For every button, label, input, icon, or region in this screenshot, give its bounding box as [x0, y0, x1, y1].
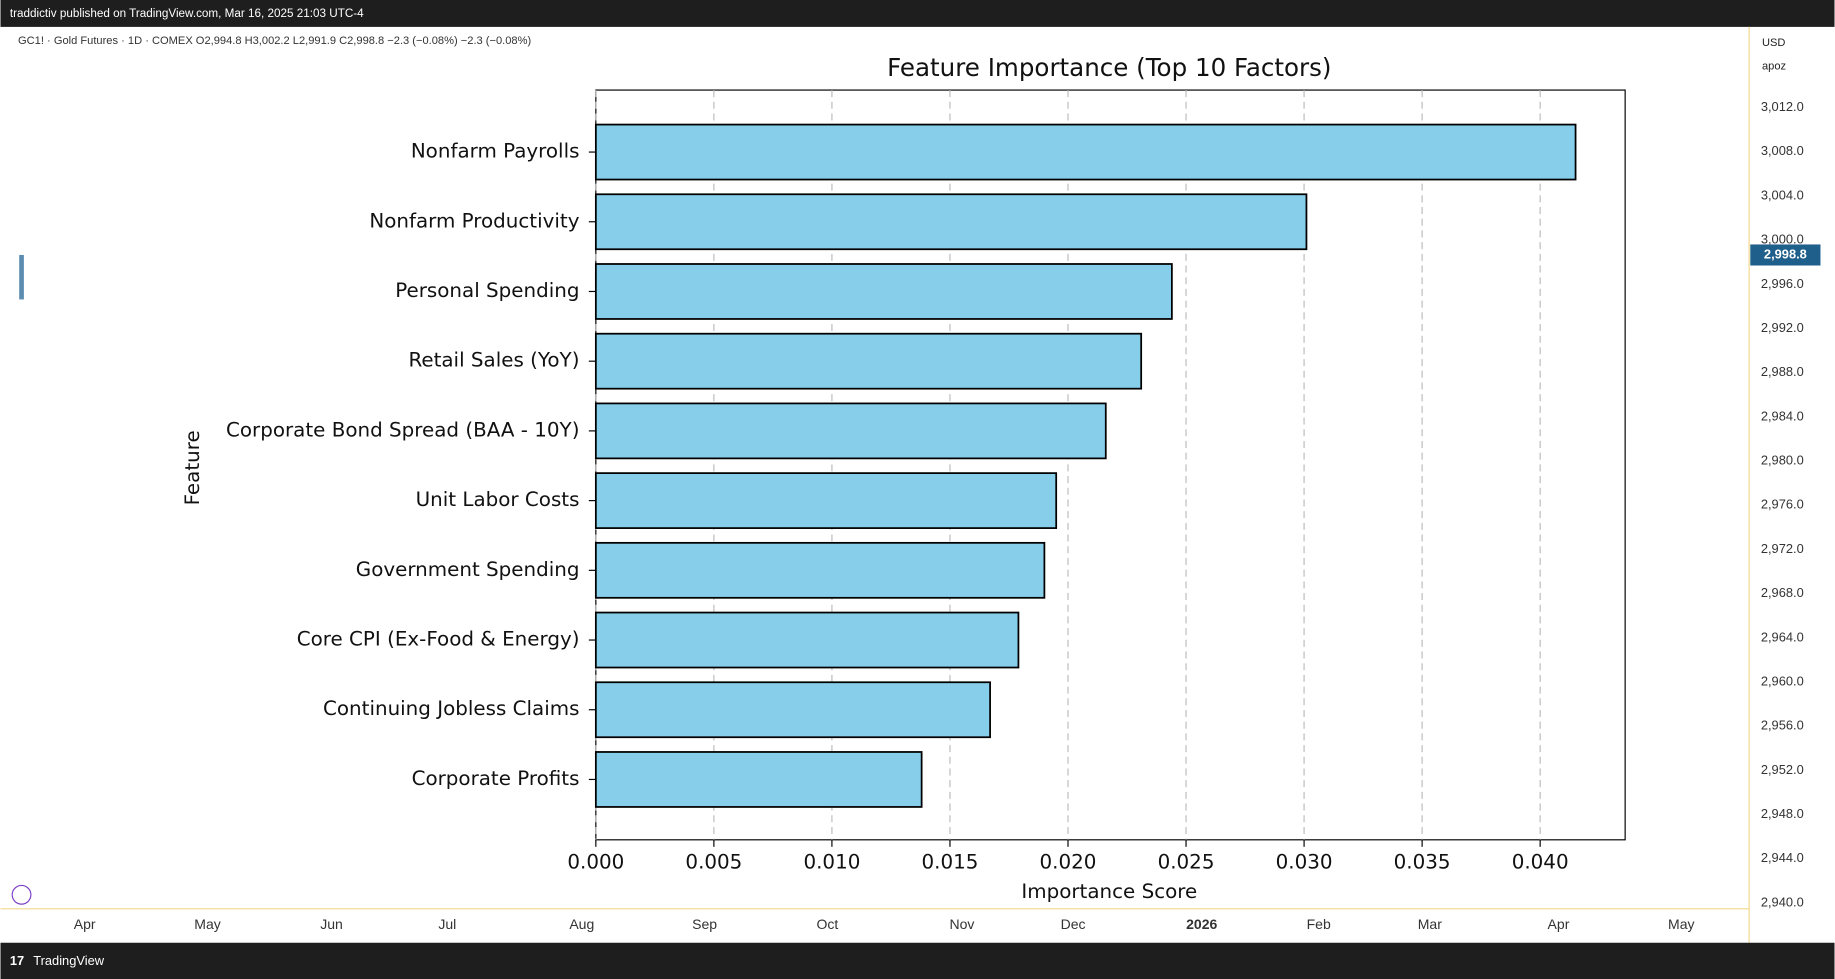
- logo: 17: [10, 953, 24, 968]
- x-tick-label: 0.020: [1040, 851, 1097, 874]
- time-label: Apr: [1548, 916, 1570, 932]
- y-tick-label: Nonfarm Productivity: [369, 209, 579, 232]
- bar: [594, 193, 1308, 251]
- bar: [594, 123, 1577, 181]
- chart-title: Feature Importance (Top 10 Factors): [887, 53, 1331, 82]
- header: traddictiv published on TradingView.com,…: [10, 7, 364, 20]
- time-label: May: [194, 916, 220, 932]
- price-label: 3,008.0: [1761, 143, 1804, 158]
- price-label: 2,968.0: [1761, 585, 1804, 600]
- price-label: 2,952.0: [1761, 762, 1804, 777]
- time-label: 2026: [1186, 916, 1217, 932]
- symbol-line: GC1! · Gold Futures · 1D · COMEX O2,994.…: [18, 35, 531, 47]
- bar: [594, 611, 1020, 669]
- x-tick-label: 0.015: [922, 851, 979, 874]
- price-label: 2,960.0: [1761, 673, 1804, 688]
- time-label: Apr: [74, 916, 96, 932]
- y-tick-label: Retail Sales (YoY): [408, 349, 579, 372]
- bar: [594, 541, 1046, 599]
- x-tick-label: 0.010: [803, 851, 860, 874]
- y-tick-label: Nonfarm Payrolls: [411, 140, 580, 163]
- x-tick-label: 0.025: [1158, 851, 1215, 874]
- footer: TradingView: [33, 953, 104, 968]
- time-label: May: [1668, 916, 1694, 932]
- top-bar: [0, 0, 1835, 27]
- y-tick-label: Unit Labor Costs: [416, 488, 580, 511]
- price-label: 2,948.0: [1761, 806, 1804, 821]
- scale-mode: apoz: [1762, 61, 1786, 73]
- time-label: Sep: [692, 916, 717, 932]
- y-axis-label: Feature: [181, 430, 204, 505]
- x-axis-label: Importance Score: [1021, 880, 1197, 903]
- time-label: Aug: [569, 916, 594, 932]
- price-label: 2,972.0: [1761, 541, 1804, 556]
- bar: [594, 263, 1173, 320]
- time-label: Oct: [817, 916, 839, 932]
- price-label: 3,004.0: [1761, 187, 1804, 202]
- time-label: Dec: [1061, 916, 1086, 932]
- y-tick-label: Continuing Jobless Claims: [323, 697, 579, 720]
- time-label: Mar: [1418, 916, 1442, 932]
- y-tick-label: Corporate Profits: [412, 767, 580, 790]
- price-label: 2,956.0: [1761, 718, 1804, 733]
- y-tick-label: Government Spending: [356, 558, 580, 581]
- price-label: 2,944.0: [1761, 850, 1804, 865]
- y-tick-label: Core CPI (Ex-Food & Energy): [297, 628, 580, 651]
- time-label: Jul: [438, 916, 456, 932]
- price-label: 2,996.0: [1761, 276, 1804, 291]
- current-price: 2,998.8: [1764, 246, 1807, 261]
- x-tick-label: 0.040: [1512, 851, 1569, 874]
- price-label: 2,992.0: [1761, 320, 1804, 335]
- bar: [594, 402, 1107, 460]
- footer-bar: [0, 942, 1835, 979]
- y-tick-label: Personal Spending: [395, 279, 579, 302]
- price-label: 2,988.0: [1761, 364, 1804, 379]
- bar: [594, 332, 1143, 390]
- flash-icon[interactable]: [11, 884, 32, 905]
- x-tick-label: 0.000: [567, 851, 624, 874]
- price-label: 3,012.0: [1761, 99, 1804, 114]
- x-tick-label: 0.035: [1394, 851, 1451, 874]
- price-label: 2,980.0: [1761, 453, 1804, 468]
- x-tick-label: 0.030: [1276, 851, 1333, 874]
- bar: [594, 472, 1058, 529]
- price-label: 3,000.0: [1761, 232, 1804, 247]
- currency: USD: [1762, 37, 1785, 49]
- current-price-box: [1750, 244, 1821, 266]
- time-label: Nov: [949, 916, 974, 932]
- candle: [19, 254, 24, 300]
- price-label: 2,964.0: [1761, 629, 1804, 644]
- bar: [594, 751, 923, 808]
- x-tick-label: 0.005: [685, 851, 742, 874]
- price-label: 2,940.0: [1761, 894, 1804, 909]
- price-label: 2,984.0: [1761, 408, 1804, 423]
- time-label: Jun: [320, 916, 343, 932]
- price-label: 2,976.0: [1761, 497, 1804, 512]
- y-tick-label: Corporate Bond Spread (BAA - 10Y): [226, 418, 579, 441]
- bar: [594, 681, 991, 739]
- time-label: Feb: [1307, 916, 1331, 932]
